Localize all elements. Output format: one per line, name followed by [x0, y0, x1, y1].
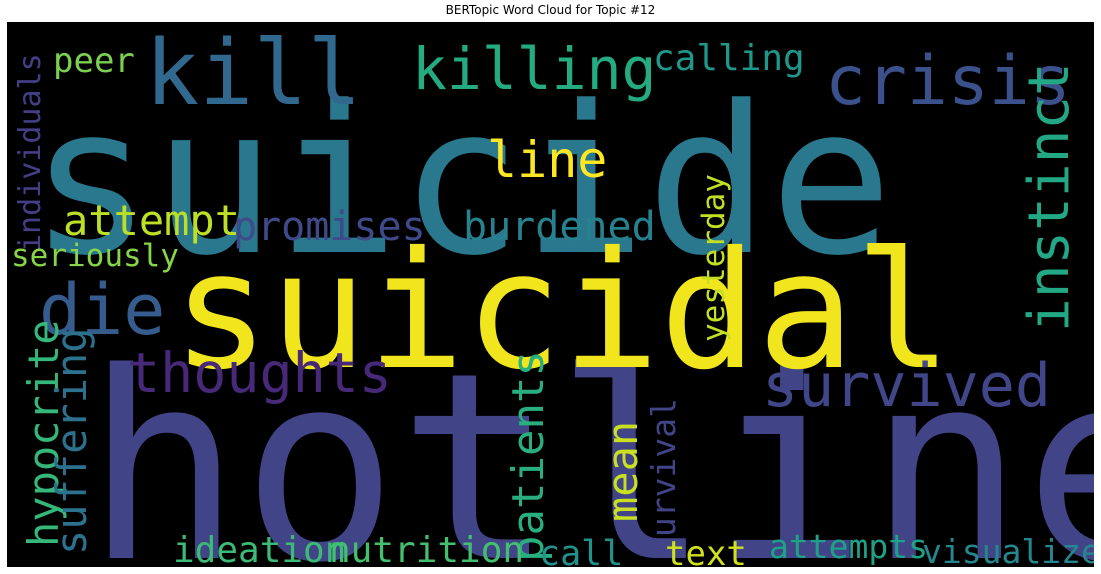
word-killing: killing	[412, 35, 656, 103]
word-burdened: burdened	[463, 204, 656, 250]
word-promises: promises	[233, 204, 426, 250]
word-survival: survival	[644, 398, 683, 557]
word-call: call	[539, 534, 623, 567]
word-suffering: suffering	[47, 327, 96, 555]
word-suicide: suicide	[29, 63, 893, 301]
word-hypocrite: hypocrite	[19, 319, 68, 547]
word-mean: mean	[598, 421, 647, 522]
word-suicidal: suicidal	[172, 218, 952, 406]
word-hotline: hotline	[85, 318, 1094, 567]
chart-title: BERTopic Word Cloud for Topic #12	[445, 3, 656, 17]
word-attempts: attempts	[769, 527, 928, 566]
word-attempt: attempt	[63, 196, 240, 245]
word-seriously: seriously	[11, 238, 179, 274]
word-ideation: ideation	[173, 530, 346, 567]
word-nutrition: nutrition	[329, 530, 524, 567]
word-instinct: instinct	[1017, 62, 1082, 332]
word-patients: patients	[503, 350, 554, 562]
word-yesterday: yesterday	[696, 174, 732, 342]
word-line: line	[487, 131, 607, 189]
word-visualize: visualize	[922, 532, 1094, 567]
word-crisis: crisis	[825, 42, 1071, 121]
cloud-background	[7, 22, 1094, 567]
word-individuals: individuals	[13, 53, 48, 252]
word-kill: kill	[145, 22, 362, 126]
word-thoughts: thoughts	[127, 341, 392, 405]
word-die: die	[39, 269, 165, 351]
word-survived: survived	[762, 351, 1051, 421]
word-text: text	[665, 534, 747, 567]
word-peer: peer	[53, 41, 135, 81]
word-calling: calling	[653, 38, 805, 79]
